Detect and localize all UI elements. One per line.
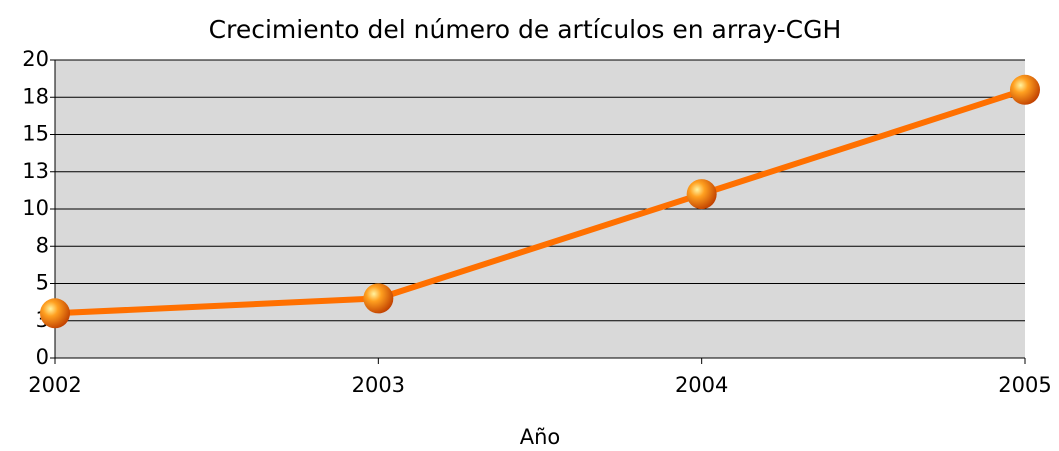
y-tick-label: 13 [22, 159, 49, 183]
y-tick-label: 20 [22, 47, 49, 71]
data-line [54, 86, 1026, 317]
y-tick-label: 5 [36, 271, 49, 295]
y-tick-label: 0 [36, 345, 49, 369]
x-tick-label: 2005 [998, 373, 1051, 397]
data-point [363, 283, 394, 314]
y-tick-label: 15 [22, 122, 49, 146]
x-tick-label: 2003 [352, 373, 405, 397]
y-tick-label: 8 [36, 233, 49, 257]
chart-title: Crecimiento del número de artículos en a… [209, 15, 842, 44]
data-point [686, 179, 717, 210]
x-tick-label: 2002 [28, 373, 81, 397]
y-tick-label: 18 [22, 84, 49, 108]
y-tick-label: 10 [22, 196, 49, 220]
data-point [1010, 74, 1040, 105]
x-axis-label: Año [520, 425, 561, 449]
data-point [40, 298, 70, 329]
x-tick-label: 2004 [675, 373, 728, 397]
